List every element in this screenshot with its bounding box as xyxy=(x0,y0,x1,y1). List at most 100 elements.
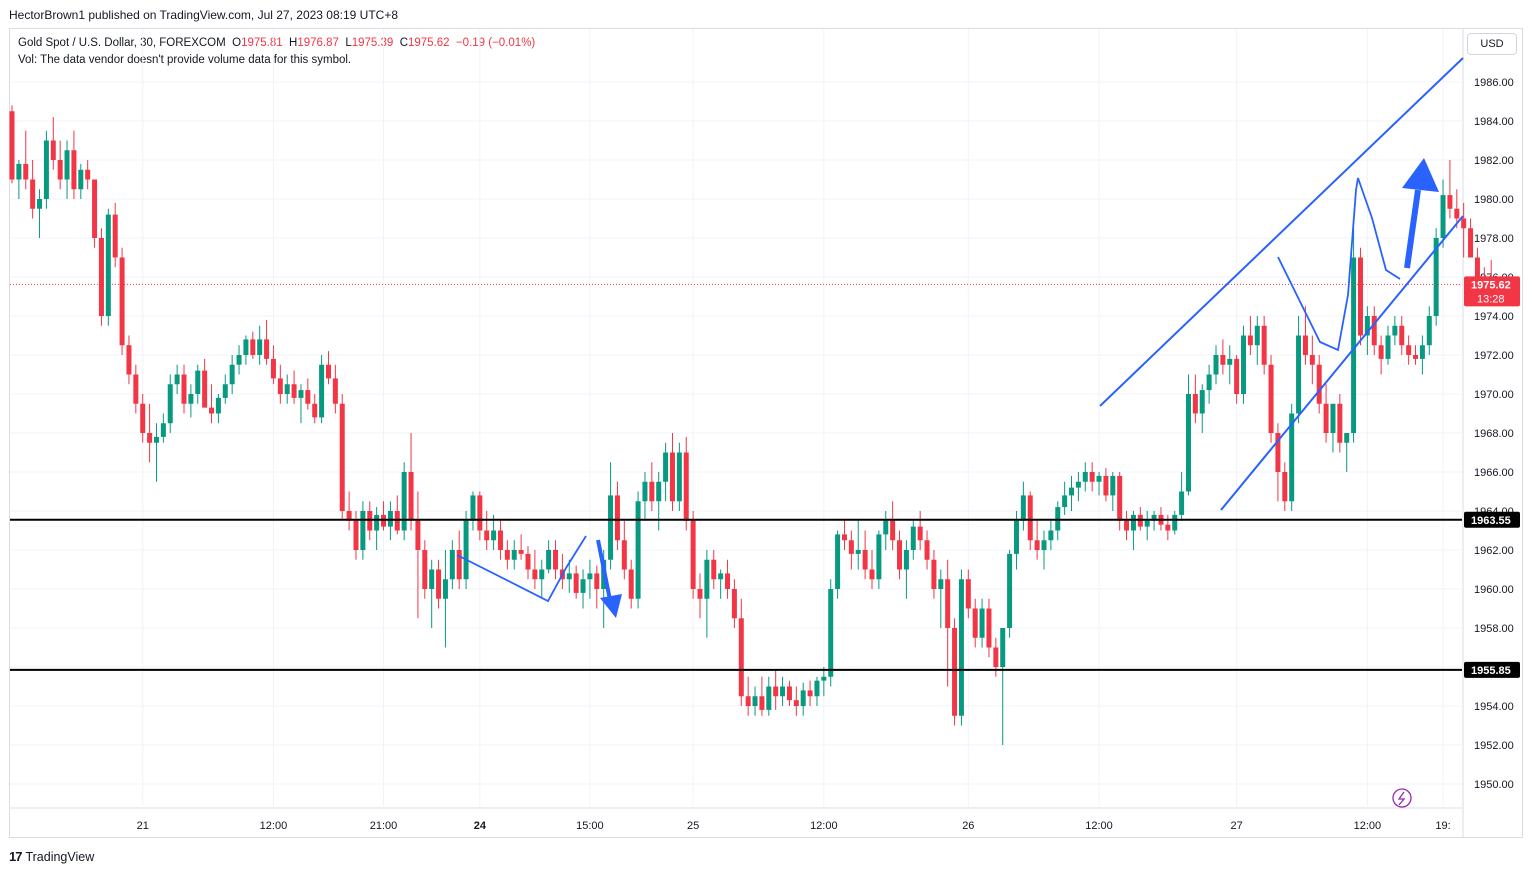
candle xyxy=(759,676,765,716)
candle-body xyxy=(704,559,710,599)
candle xyxy=(773,670,779,710)
level-price-text: 1955.85 xyxy=(1471,665,1511,677)
candle xyxy=(174,364,180,394)
price-tick-label: 1978.00 xyxy=(1474,233,1514,245)
candle xyxy=(181,364,187,414)
channel-lower-line[interactable] xyxy=(1220,215,1464,511)
candle xyxy=(1034,520,1040,560)
candle xyxy=(1406,335,1412,365)
candle-body xyxy=(1027,495,1033,541)
candle-body xyxy=(1385,335,1391,359)
candle xyxy=(1413,345,1419,365)
candle xyxy=(436,559,442,609)
candle-body xyxy=(1275,433,1281,472)
currency-button[interactable]: USD xyxy=(1467,33,1517,55)
candle-body xyxy=(1296,335,1302,414)
candle-body xyxy=(876,534,882,580)
candle xyxy=(353,511,359,560)
candle xyxy=(346,491,352,531)
candle-body xyxy=(98,238,104,316)
candle xyxy=(1179,472,1185,521)
candle xyxy=(1206,364,1212,404)
candle xyxy=(250,331,256,359)
time-tick-label: 21:00 xyxy=(370,820,398,832)
open-value: 1975.81 xyxy=(241,37,283,49)
candle-body xyxy=(215,397,221,414)
candle xyxy=(1213,345,1219,385)
candle xyxy=(897,530,903,580)
candle-body xyxy=(1165,524,1171,531)
price-tick-label: 1974.00 xyxy=(1474,311,1514,323)
candle xyxy=(1323,384,1329,443)
candle-body xyxy=(1103,475,1109,496)
candle xyxy=(477,491,483,541)
high-value: 1976.87 xyxy=(297,37,339,49)
candle-body xyxy=(511,550,517,560)
candle xyxy=(229,355,235,394)
candle-body xyxy=(1247,335,1253,346)
candle xyxy=(580,569,586,609)
zigzag-left[interactable] xyxy=(456,535,587,603)
zigzag-right[interactable] xyxy=(1277,177,1401,352)
candle xyxy=(298,384,304,424)
candle-body xyxy=(1179,491,1185,515)
candle xyxy=(525,546,531,580)
candle xyxy=(1392,316,1398,346)
candle xyxy=(1069,475,1075,511)
candle-body xyxy=(525,553,531,570)
candle xyxy=(504,540,510,570)
candle-body xyxy=(30,179,36,209)
candle xyxy=(876,530,882,589)
price-labels: 1963.55 1955.85 1975.62 13:28 xyxy=(1464,276,1520,678)
candle-body xyxy=(945,579,951,628)
price-tick-label: 1960.00 xyxy=(1474,584,1514,596)
candle xyxy=(1241,325,1247,404)
candle-body xyxy=(1117,475,1123,521)
symbol-title[interactable]: Gold Spot / U.S. Dollar, 30, FOREXCOM xyxy=(18,37,226,49)
candle xyxy=(553,540,559,580)
candle-body xyxy=(1413,355,1419,359)
candle-body xyxy=(181,374,187,404)
candle xyxy=(1419,335,1425,375)
candle-body xyxy=(284,384,290,394)
price-axis: 1950.001952.001954.001956.001958.001960.… xyxy=(1474,77,1514,791)
candle-body xyxy=(1234,358,1240,394)
low-label: L xyxy=(345,37,352,49)
candle xyxy=(264,319,270,365)
channel-upper-line[interactable] xyxy=(1099,57,1464,407)
candle xyxy=(50,117,56,170)
down-arrow-icon[interactable] xyxy=(596,539,622,618)
candle-body xyxy=(1199,390,1205,414)
price-tick-label: 1954.00 xyxy=(1474,701,1514,713)
tradingview-logo[interactable]: 17 TradingView xyxy=(9,849,94,864)
candle-body xyxy=(305,390,311,404)
candle-body xyxy=(71,150,77,190)
up-arrow-icon[interactable] xyxy=(1402,158,1439,269)
price-tick-label: 1966.00 xyxy=(1474,467,1514,479)
candle xyxy=(855,520,861,570)
candle-body xyxy=(1172,514,1178,531)
countdown-text: 13:28 xyxy=(1477,293,1505,305)
candle xyxy=(725,559,731,599)
candle xyxy=(291,370,297,404)
candle-body xyxy=(1096,475,1102,482)
candle xyxy=(945,559,951,687)
candle xyxy=(442,550,448,648)
candle-body xyxy=(105,214,111,316)
candle-body xyxy=(1426,316,1432,346)
candle xyxy=(793,686,799,716)
lightning-icon[interactable] xyxy=(1392,788,1412,808)
price-tick-label: 1986.00 xyxy=(1474,77,1514,89)
candle-body xyxy=(332,378,338,404)
candle-body xyxy=(1357,257,1363,336)
candle xyxy=(463,511,469,589)
candle-body xyxy=(621,540,627,570)
candle xyxy=(1426,306,1432,355)
candle xyxy=(1227,345,1233,385)
candle xyxy=(429,559,435,628)
candle-body xyxy=(1130,514,1136,531)
candle-body xyxy=(147,433,153,443)
candle xyxy=(1185,374,1191,496)
candle xyxy=(243,335,249,365)
